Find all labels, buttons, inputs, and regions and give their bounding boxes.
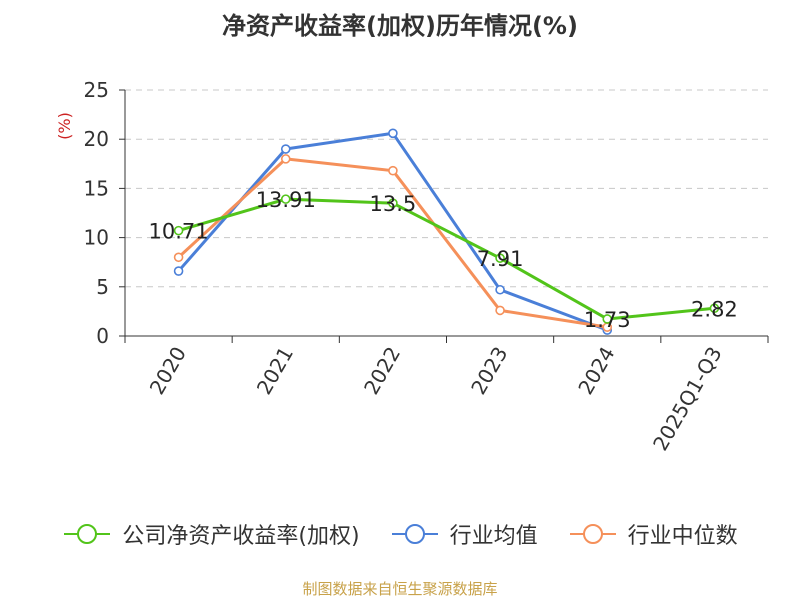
data-point [388, 128, 398, 139]
legend-circle [77, 524, 98, 544]
data-point [280, 154, 291, 164]
legend-label: 行业均值 [449, 524, 538, 549]
y-tick-label: 20 [84, 127, 109, 151]
y-tick-label: 15 [84, 176, 109, 200]
series-line [177, 157, 608, 329]
data-point [280, 194, 291, 204]
legend-marker-icon [569, 524, 616, 544]
legend-label: 公司净资产收益率(加权) [122, 524, 360, 549]
source-note: 制图数据来自恒生聚源数据库 [302, 580, 498, 598]
data-point [280, 144, 291, 154]
series-line [178, 197, 715, 321]
x-tick-label: 2021 [252, 343, 298, 399]
x-tick-label: 2024 [573, 343, 619, 399]
data-label: 1.73 [584, 308, 631, 332]
data-label: 13.5 [370, 192, 417, 216]
chart-title: 净资产收益率(加权)历年情况(%) [222, 12, 578, 40]
legend-item[interactable]: 行业均值 [390, 518, 538, 550]
y-tick-label: 25 [84, 78, 109, 102]
series [173, 128, 720, 335]
data-labels: 10.71 13.91 13.5 7.91 1.73 2.82 [149, 188, 738, 332]
y-tick-label: 0 [96, 324, 109, 348]
data-point [173, 266, 184, 276]
legend: 公司净资产收益率(加权) 行业均值 行业中位数 [0, 518, 800, 550]
grid-lines [125, 89, 768, 288]
data-label: 13.91 [256, 188, 316, 212]
series-line [177, 131, 608, 332]
data-point [602, 314, 613, 324]
data-point [495, 284, 505, 295]
x-tick-label: 2023 [466, 343, 512, 399]
x-tick-label: 2025Q1-Q3 [648, 343, 727, 455]
legend-circle [582, 524, 603, 544]
data-point [495, 253, 505, 263]
legend-circle [404, 524, 425, 544]
data-label: 7.91 [477, 247, 524, 271]
data-point [709, 303, 720, 314]
legend-marker-icon [64, 524, 111, 544]
x-tick-label: 2022 [359, 343, 405, 399]
data-label: 10.71 [149, 220, 209, 244]
data-point [173, 252, 184, 263]
data-label: 2.82 [691, 297, 738, 321]
legend-marker-icon [391, 524, 438, 544]
axes: 0 5 10 15 20 25 2020 2021 2022 2023 2024 2025Q1-Q3 [84, 78, 769, 455]
data-point [173, 225, 184, 236]
data-point [388, 165, 398, 176]
data-point [495, 305, 505, 316]
x-tick-label: 2020 [145, 343, 191, 399]
legend-item[interactable]: 公司净资产收益率(加权) [62, 518, 360, 550]
y-tick-label: 10 [84, 226, 109, 250]
y-tick-label: 5 [96, 275, 109, 299]
y-axis-label: (%) [55, 112, 74, 140]
legend-label: 行业中位数 [627, 524, 738, 549]
data-point [388, 198, 398, 208]
legend-item[interactable]: 行业中位数 [568, 518, 738, 550]
